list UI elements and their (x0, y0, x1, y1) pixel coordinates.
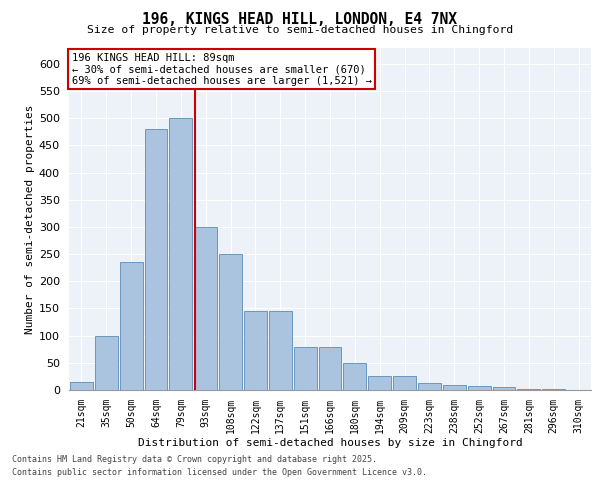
Text: Contains HM Land Registry data © Crown copyright and database right 2025.: Contains HM Land Registry data © Crown c… (12, 456, 377, 464)
Bar (418, 384, 441, 390)
Y-axis label: Number of semi-detached properties: Number of semi-detached properties (25, 104, 35, 334)
Text: Contains public sector information licensed under the Open Government Licence v3: Contains public sector information licen… (12, 468, 427, 477)
Text: 196 KINGS HEAD HILL: 89sqm
← 30% of semi-detached houses are smaller (670)
69% o: 196 KINGS HEAD HILL: 89sqm ← 30% of semi… (71, 52, 371, 86)
Bar (468, 386, 491, 390)
Bar (393, 376, 416, 390)
Bar (219, 254, 242, 390)
Bar (269, 311, 292, 390)
Text: 196, KINGS HEAD HILL, LONDON, E4 7NX: 196, KINGS HEAD HILL, LONDON, E4 7NX (143, 12, 458, 28)
Bar (517, 389, 540, 390)
Bar (145, 129, 167, 390)
Bar (169, 118, 192, 390)
X-axis label: Distribution of semi-detached houses by size in Chingford: Distribution of semi-detached houses by … (137, 438, 523, 448)
Text: Size of property relative to semi-detached houses in Chingford: Size of property relative to semi-detach… (87, 25, 513, 35)
Bar (244, 311, 267, 390)
Bar (70, 382, 93, 390)
Bar (194, 227, 217, 390)
Bar (120, 262, 143, 390)
Bar (368, 376, 391, 390)
Bar (294, 346, 317, 390)
Bar (493, 388, 515, 390)
Bar (319, 346, 341, 390)
Bar (95, 336, 118, 390)
Bar (343, 363, 366, 390)
Bar (443, 384, 466, 390)
